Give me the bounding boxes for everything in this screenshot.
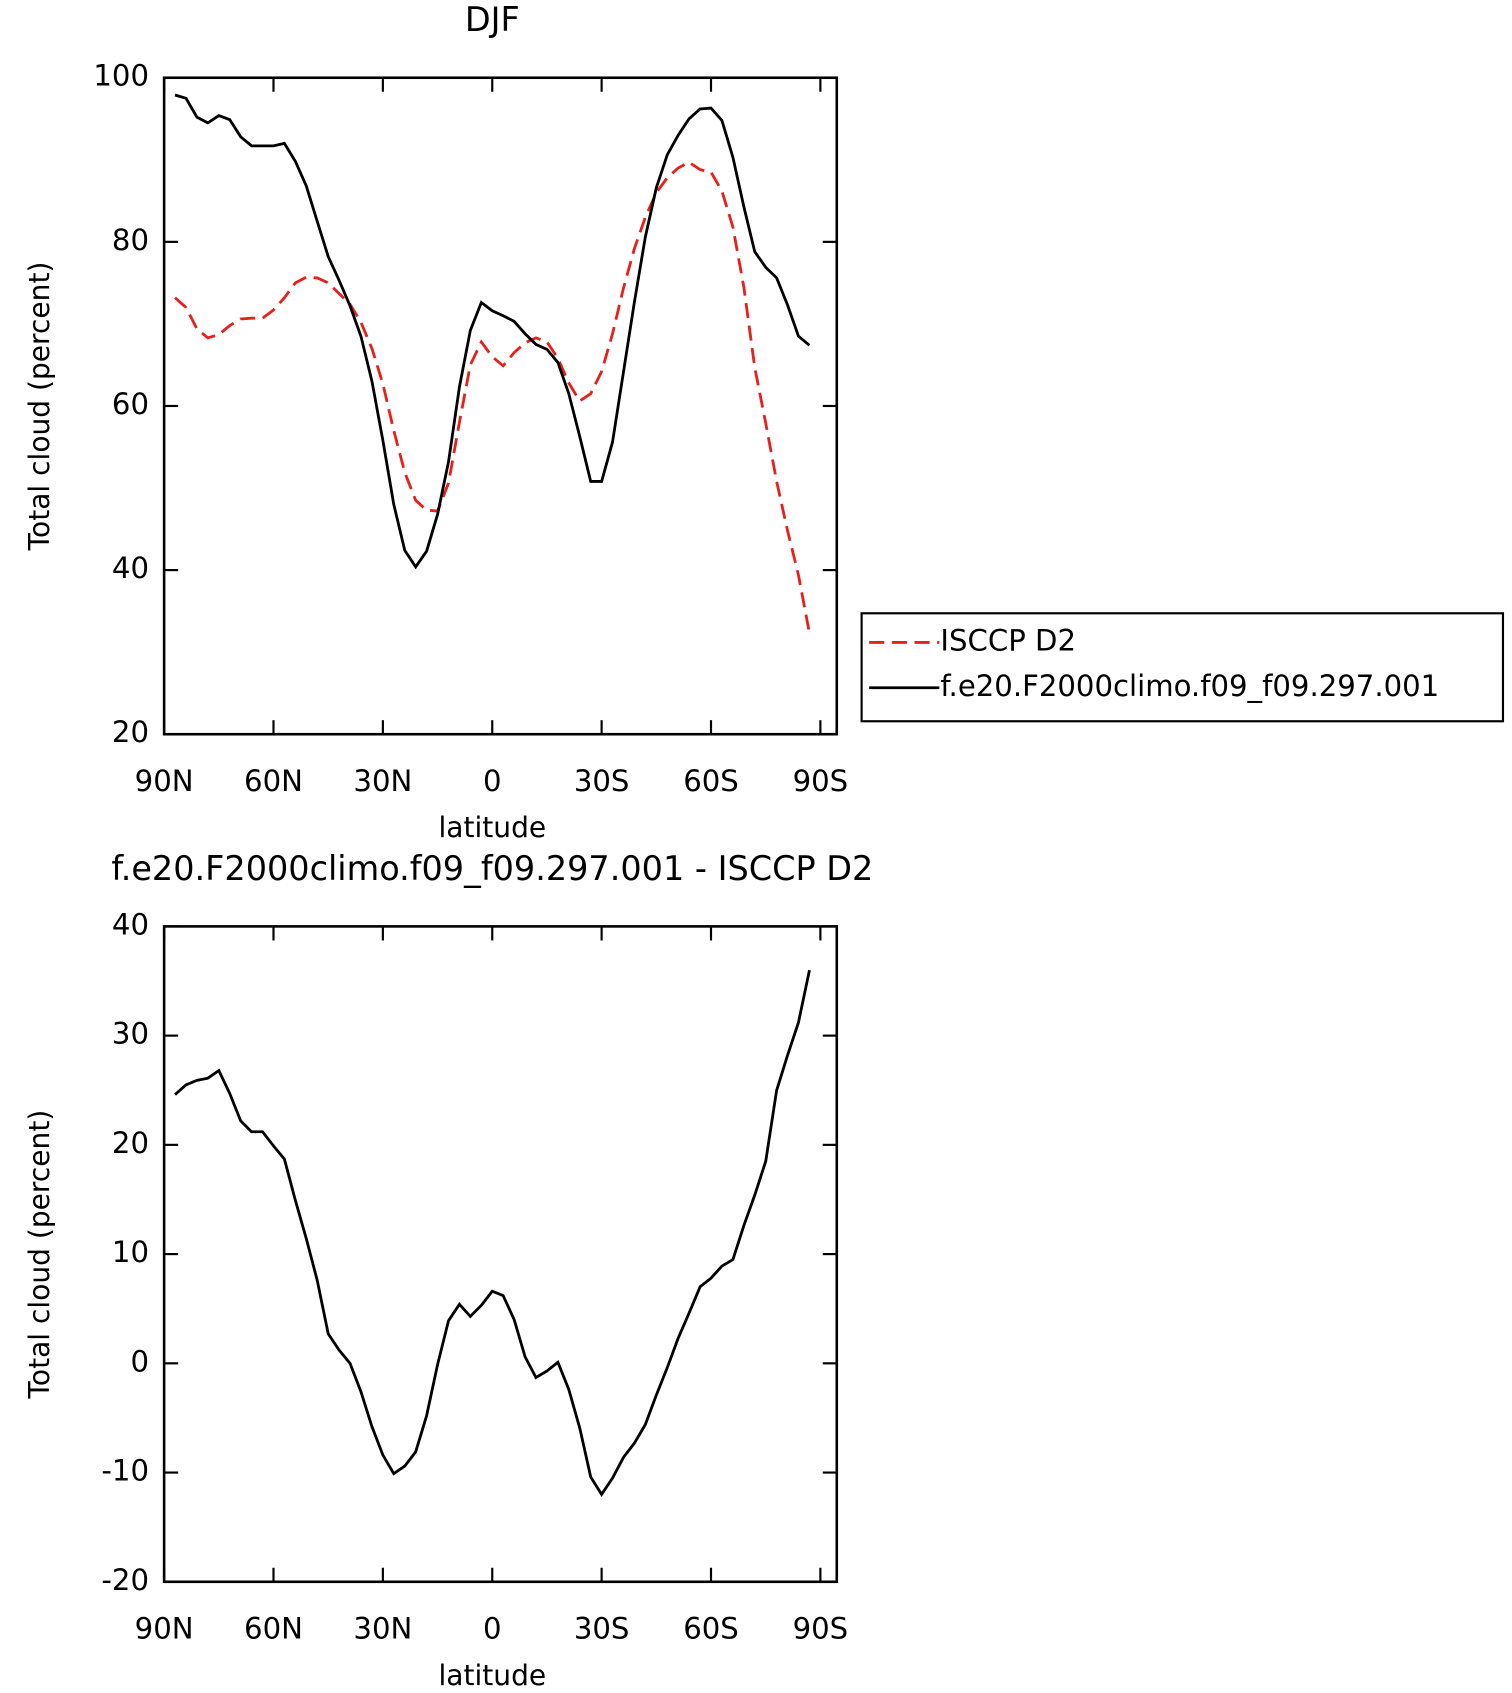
x-tick-label: 30S [574, 1611, 630, 1645]
x-tick-label: 60S [683, 1611, 739, 1645]
x-tick-label: 0 [483, 1611, 502, 1645]
x-axis-label: latitude [439, 1659, 547, 1692]
y-tick-label: 80 [112, 223, 149, 257]
y-tick-label: 10 [112, 1235, 149, 1269]
y-tick-label: -20 [101, 1563, 149, 1597]
y-axis-label: Total cloud (percent) [23, 1110, 56, 1400]
line-series [174, 969, 811, 1498]
x-tick-label: 60S [683, 764, 739, 798]
y-tick-label: 20 [112, 1126, 149, 1160]
legend-box [860, 612, 1505, 723]
y-tick-label: 40 [112, 551, 149, 585]
plot-frame [162, 925, 839, 1584]
x-tick-label: 30N [353, 764, 412, 798]
legend-label: f.e20.F2000climo.f09_f09.297.001 [940, 669, 1439, 703]
y-tick-label: 60 [112, 387, 149, 421]
x-tick-label: 90S [793, 764, 849, 798]
y-tick-label: 30 [112, 1017, 149, 1051]
line-series [174, 160, 811, 634]
x-axis-label: latitude [439, 811, 547, 844]
x-tick-label: 30N [353, 1611, 412, 1645]
x-tick-label: 60N [244, 1611, 303, 1645]
y-tick-label: 20 [112, 715, 149, 749]
y-tick-label: -10 [101, 1454, 149, 1488]
legend-label: ISCCP D2 [940, 623, 1076, 657]
x-tick-label: 90S [793, 1611, 849, 1645]
x-tick-label: 90N [135, 764, 194, 798]
y-tick-label: 40 [112, 907, 149, 941]
y-axis-label: Total cloud (percent) [23, 262, 56, 552]
x-tick-label: 90N [135, 1611, 194, 1645]
chart-title: f.e20.F2000climo.f09_f09.297.001 - ISCCP… [111, 849, 873, 888]
x-tick-label: 0 [483, 764, 502, 798]
line-series [174, 93, 811, 570]
plot-frame [162, 76, 839, 736]
x-tick-label: 60N [244, 764, 303, 798]
y-tick-label: 100 [93, 59, 149, 93]
x-tick-label: 30S [574, 764, 630, 798]
y-tick-label: 0 [130, 1344, 149, 1378]
chart-title: DJF [465, 0, 520, 39]
